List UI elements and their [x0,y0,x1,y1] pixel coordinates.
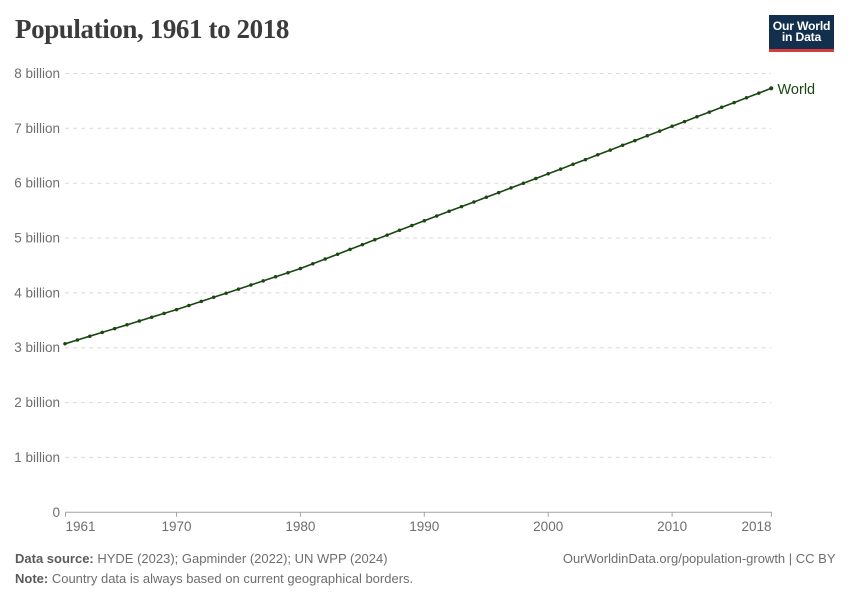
svg-text:1961: 1961 [65,519,95,534]
svg-text:5 billion: 5 billion [14,231,60,246]
svg-text:2010: 2010 [657,519,687,534]
svg-text:1990: 1990 [409,519,439,534]
svg-text:7 billion: 7 billion [14,121,60,136]
svg-text:0: 0 [52,505,60,520]
svg-text:1980: 1980 [285,519,315,534]
svg-text:4 billion: 4 billion [14,285,60,300]
svg-text:6 billion: 6 billion [14,176,60,191]
svg-text:8 billion: 8 billion [14,66,60,81]
svg-text:2 billion: 2 billion [14,395,60,410]
svg-text:1970: 1970 [161,519,191,534]
svg-text:3 billion: 3 billion [14,340,60,355]
svg-text:World: World [778,82,816,98]
svg-text:2018: 2018 [741,519,771,534]
svg-text:2000: 2000 [533,519,563,534]
svg-text:1 billion: 1 billion [14,450,60,465]
